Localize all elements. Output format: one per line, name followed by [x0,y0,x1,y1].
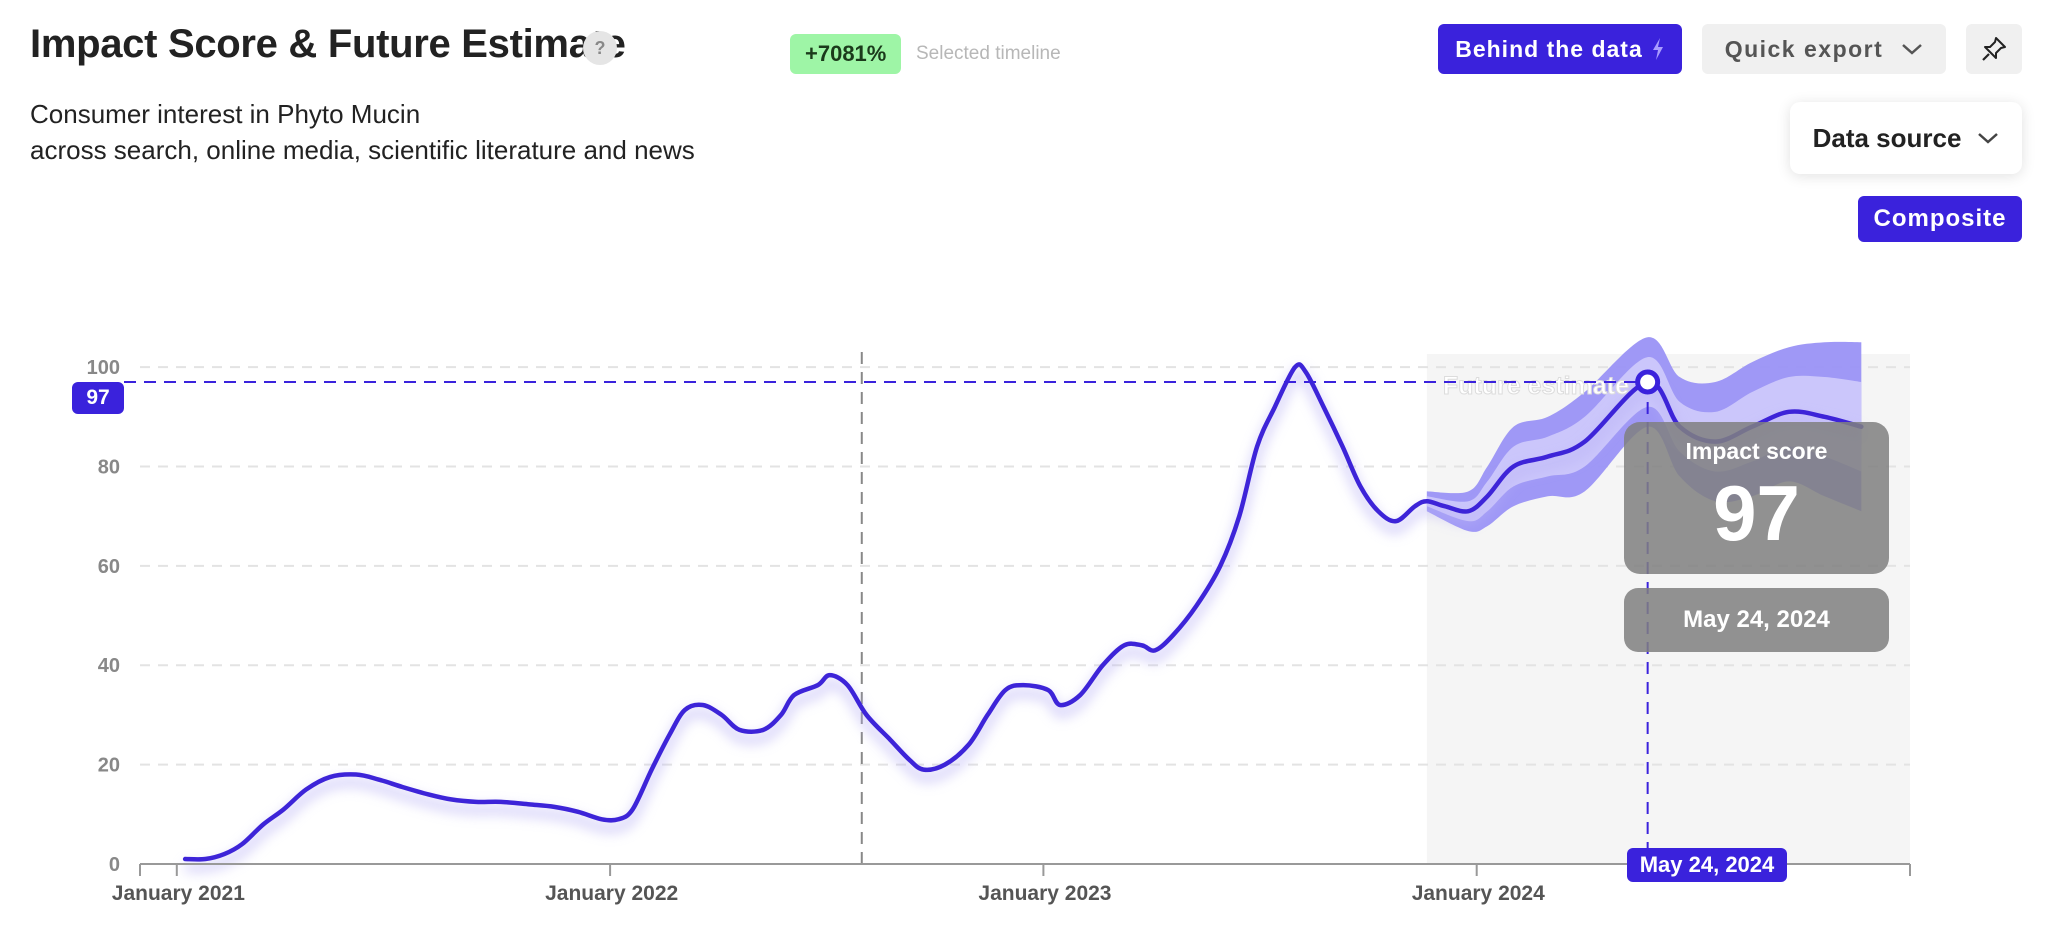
data-source-label: Data source [1812,122,1962,153]
series-line-impact-score [182,362,1864,862]
quick-export-button[interactable]: Quick export [1702,24,1946,74]
help-icon[interactable]: ? [583,31,617,65]
lightning-icon [1652,38,1663,60]
y-value-marker: 97 [72,382,124,414]
x-tick-label: January 2024 [1412,882,1545,905]
subtitle: Consumer interest in Phyto Mucin across … [30,96,695,168]
x-date-marker: May 24, 2024 [1627,848,1787,882]
y-tick-label: 100 [87,357,120,379]
change-badge: +7081% [790,34,902,74]
chevron-down-icon [1978,133,1999,144]
pin-icon [1982,37,2006,61]
pin-button[interactable] [1966,24,2022,74]
series-shadow [185,367,1863,873]
y-tick-label: 60 [98,556,120,578]
quick-export-label: Quick export [1724,35,1884,62]
subtitle-line-2: across search, online media, scientific … [30,135,695,165]
y-tick-label: 40 [98,655,120,677]
x-tick-label: January 2021 [112,882,245,905]
tooltip-value: 97 [1713,469,1800,557]
page-title: Impact Score & Future Estimate [30,22,626,66]
chevron-down-icon [1902,44,1923,55]
confidence-band-inner [1426,357,1862,522]
composite-button[interactable]: Composite [1858,196,2022,242]
x-tick-label: January 2023 [978,882,1111,905]
x-tick-label: January 2022 [545,882,678,905]
behind-the-data-label: Behind the data [1455,35,1643,62]
behind-the-data-button[interactable]: Behind the data [1438,24,1682,74]
y-tick-label: 80 [98,456,120,478]
future-estimate-label: Future estimate [1443,372,1629,400]
change-label: Selected timeline [916,43,1061,64]
tooltip-date: May 24, 2024 [1624,588,1889,652]
subtitle-line-1: Consumer interest in Phyto Mucin [30,99,421,129]
highlight-point[interactable] [1635,369,1661,395]
data-source-dropdown[interactable]: Data source [1790,102,2022,174]
y-tick-label: 0 [109,854,120,876]
tooltip-label: Impact score [1685,438,1828,464]
y-tick-label: 20 [98,755,120,777]
tooltip-card: Impact score 97 [1624,422,1889,574]
